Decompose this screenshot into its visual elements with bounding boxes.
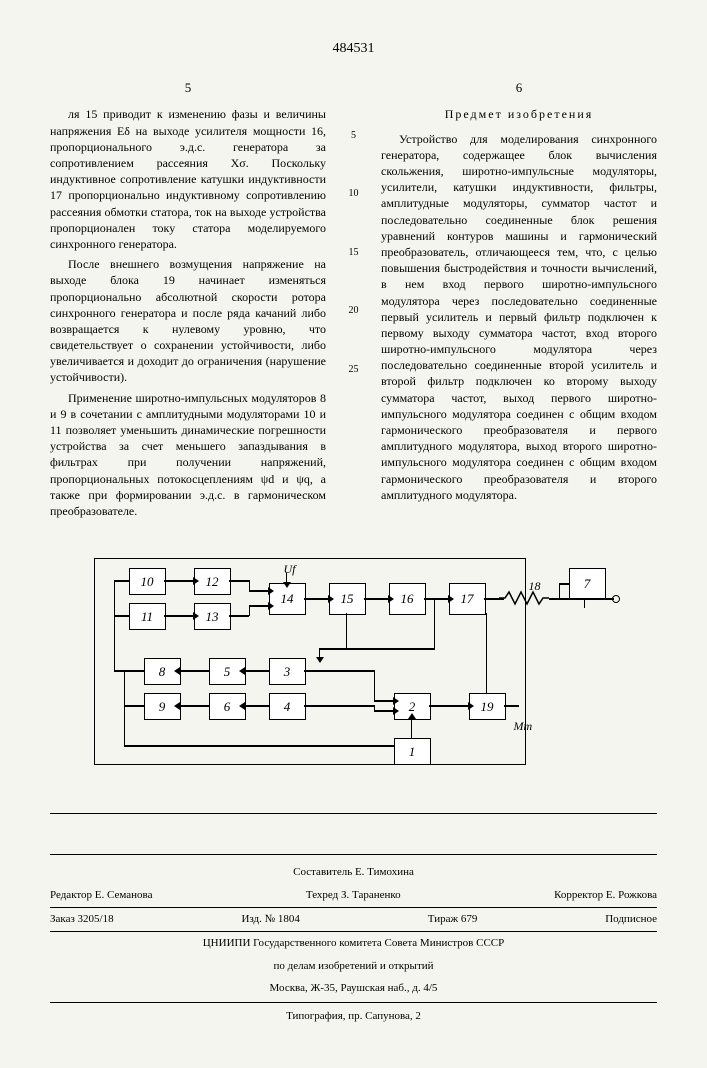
footer-rule bbox=[50, 813, 657, 814]
line-num: 10 bbox=[349, 187, 359, 201]
wire bbox=[411, 718, 413, 738]
right-col-number: 6 bbox=[381, 79, 657, 97]
wire bbox=[114, 670, 144, 672]
org-line-2: по делам изобретений и открытий bbox=[50, 955, 657, 978]
corrector: Корректор Е. Рожкова bbox=[554, 888, 657, 903]
footer: Составитель Е. Тимохина Редактор Е. Сема… bbox=[50, 854, 657, 1028]
wire bbox=[374, 705, 376, 711]
line-num: 25 bbox=[349, 363, 359, 377]
wire bbox=[249, 580, 251, 590]
wire bbox=[164, 580, 194, 582]
block-15: 15 bbox=[329, 583, 366, 615]
org-line-1: ЦНИИПИ Государственного комитета Совета … bbox=[50, 932, 657, 955]
wire bbox=[114, 580, 116, 670]
wire bbox=[114, 615, 129, 617]
wire bbox=[244, 670, 269, 672]
wire bbox=[559, 583, 561, 599]
wire bbox=[244, 705, 269, 707]
right-column: 6 Предмет изобретения Устройство для мод… bbox=[381, 79, 657, 523]
wire bbox=[229, 580, 249, 582]
wire bbox=[179, 705, 209, 707]
wire bbox=[124, 705, 144, 707]
techred: Техред З. Тараненко bbox=[306, 888, 401, 903]
left-para-3: Применение широтно-импульсных модуляторо… bbox=[50, 390, 326, 520]
wire bbox=[319, 648, 321, 658]
wire bbox=[486, 613, 488, 693]
wire bbox=[434, 598, 436, 648]
org-address: Москва, Ж-35, Раушская наб., д. 4/5 bbox=[50, 977, 657, 1003]
typography: Типография, пр. Сапунова, 2 bbox=[50, 1003, 657, 1028]
wire bbox=[124, 745, 394, 747]
wire bbox=[346, 633, 347, 634]
wire bbox=[249, 605, 251, 616]
subscription: Подписное bbox=[605, 912, 657, 927]
left-col-number: 5 bbox=[50, 79, 326, 97]
wire bbox=[584, 598, 586, 608]
terminal bbox=[612, 595, 620, 603]
left-para-2: После внешнего возмущения напряжение на … bbox=[50, 256, 326, 386]
circuit-diagram: 10 12 11 13 14 15 16 17 7 8 5 3 9 6 4 2 … bbox=[74, 543, 634, 793]
block-12: 12 bbox=[194, 568, 231, 595]
block-4: 4 bbox=[269, 693, 306, 720]
wire bbox=[229, 615, 249, 617]
wire bbox=[559, 583, 569, 585]
issue: Изд. № 1804 bbox=[241, 912, 299, 927]
wire bbox=[304, 670, 374, 672]
wire bbox=[504, 705, 519, 707]
right-para: Устройство для моделирования синхронного… bbox=[381, 131, 657, 503]
block-16: 16 bbox=[389, 583, 426, 615]
compiled-by: Составитель Е. Тимохина bbox=[50, 861, 657, 884]
footer-credits: Редактор Е. Семанова Техред З. Тараненко… bbox=[50, 884, 657, 908]
block-1: 1 bbox=[394, 738, 431, 765]
block-17: 17 bbox=[449, 583, 486, 615]
wire bbox=[179, 670, 209, 672]
wire bbox=[374, 670, 376, 700]
wire bbox=[124, 705, 126, 745]
editor: Редактор Е. Семанова bbox=[50, 888, 152, 903]
block-13: 13 bbox=[194, 603, 231, 630]
wire bbox=[569, 583, 571, 584]
wire bbox=[249, 605, 269, 607]
wire bbox=[429, 705, 469, 707]
wire bbox=[374, 700, 394, 702]
wire bbox=[364, 598, 389, 600]
patent-number: 484531 bbox=[50, 40, 657, 59]
line-number-gutter: 5 10 15 20 25 bbox=[346, 79, 361, 523]
footer-print-info: Заказ 3205/18 Изд. № 1804 Тираж 679 Подп… bbox=[50, 908, 657, 932]
block-7: 7 bbox=[569, 568, 606, 600]
wire bbox=[424, 598, 449, 600]
block-3: 3 bbox=[269, 658, 306, 685]
order: Заказ 3205/18 bbox=[50, 912, 114, 927]
circulation: Тираж 679 bbox=[428, 912, 478, 927]
wire bbox=[249, 590, 269, 592]
block-10: 10 bbox=[129, 568, 166, 595]
wire bbox=[374, 710, 394, 712]
wire bbox=[319, 648, 435, 650]
text-columns: 5 ля 15 приводит к изменению фазы и вели… bbox=[50, 79, 657, 523]
wire bbox=[304, 705, 374, 707]
block-11: 11 bbox=[129, 603, 166, 630]
resistor-18 bbox=[499, 590, 549, 606]
label-mm: Mm bbox=[514, 718, 533, 734]
claims-title: Предмет изобретения bbox=[381, 106, 657, 122]
block-19: 19 bbox=[469, 693, 506, 720]
line-num: 20 bbox=[349, 304, 359, 318]
wire bbox=[124, 670, 126, 705]
wire bbox=[346, 613, 348, 648]
line-num: 5 bbox=[351, 129, 356, 143]
wire bbox=[114, 580, 129, 582]
wire bbox=[304, 598, 329, 600]
left-column: 5 ля 15 приводит к изменению фазы и вели… bbox=[50, 79, 326, 523]
line-num: 15 bbox=[349, 246, 359, 260]
left-para-1: ля 15 приводит к изменению фазы и величи… bbox=[50, 106, 326, 252]
wire bbox=[164, 615, 194, 617]
wire bbox=[286, 573, 288, 583]
